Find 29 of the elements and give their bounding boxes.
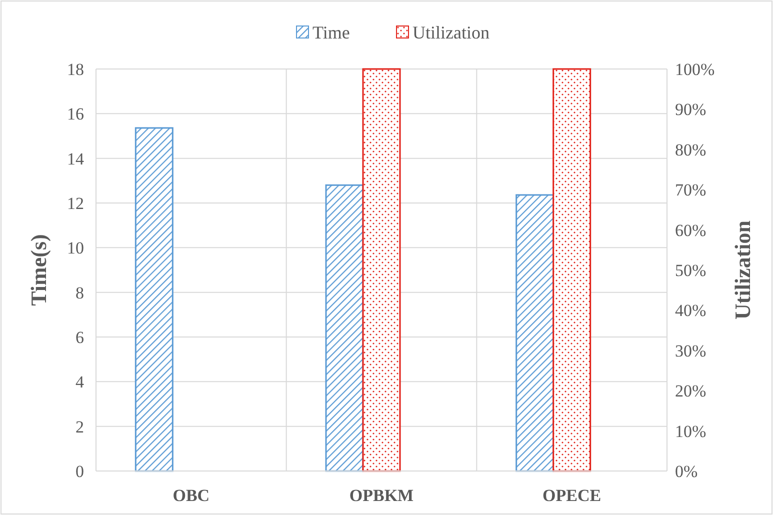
y2-tick-label: 80% bbox=[675, 140, 706, 160]
y2-tick-label: 70% bbox=[675, 180, 706, 200]
y2-tick-label: 100% bbox=[675, 60, 715, 79]
y2-tick-label: 40% bbox=[675, 301, 706, 320]
legend-label: Time bbox=[312, 22, 350, 42]
y2-tick-label: 60% bbox=[675, 220, 706, 240]
x-tick-label: OPBKM bbox=[349, 486, 414, 505]
y-tick-label: 4 bbox=[76, 372, 84, 392]
y2-tick-label: 10% bbox=[675, 422, 706, 441]
y-tick-label: 6 bbox=[76, 328, 84, 347]
y2-axis-title: Utilization bbox=[730, 220, 755, 320]
legend-label: Utilization bbox=[412, 22, 490, 42]
y-tick-label: 2 bbox=[76, 417, 84, 436]
y-tick-label: 12 bbox=[67, 194, 84, 213]
y2-tick-label: 90% bbox=[675, 100, 706, 120]
y2-tick-label: 50% bbox=[675, 260, 706, 280]
y-tick-label: 16 bbox=[67, 104, 84, 124]
y-tick-label: 8 bbox=[76, 283, 84, 302]
bar bbox=[134, 127, 174, 472]
y-axis-title: Time(s) bbox=[26, 234, 51, 306]
y2-tick-label: 0% bbox=[675, 462, 698, 481]
y-tick-label: 0 bbox=[76, 462, 84, 481]
x-tick-label: OBC bbox=[172, 486, 210, 505]
y2-tick-label: 30% bbox=[675, 341, 706, 360]
y2-tick-label: 20% bbox=[675, 382, 706, 401]
y-tick-label: 14 bbox=[67, 149, 84, 168]
y-tick-label: 10 bbox=[67, 238, 84, 258]
x-tick-label: OPECE bbox=[542, 486, 602, 505]
y-tick-label: 18 bbox=[67, 60, 84, 79]
